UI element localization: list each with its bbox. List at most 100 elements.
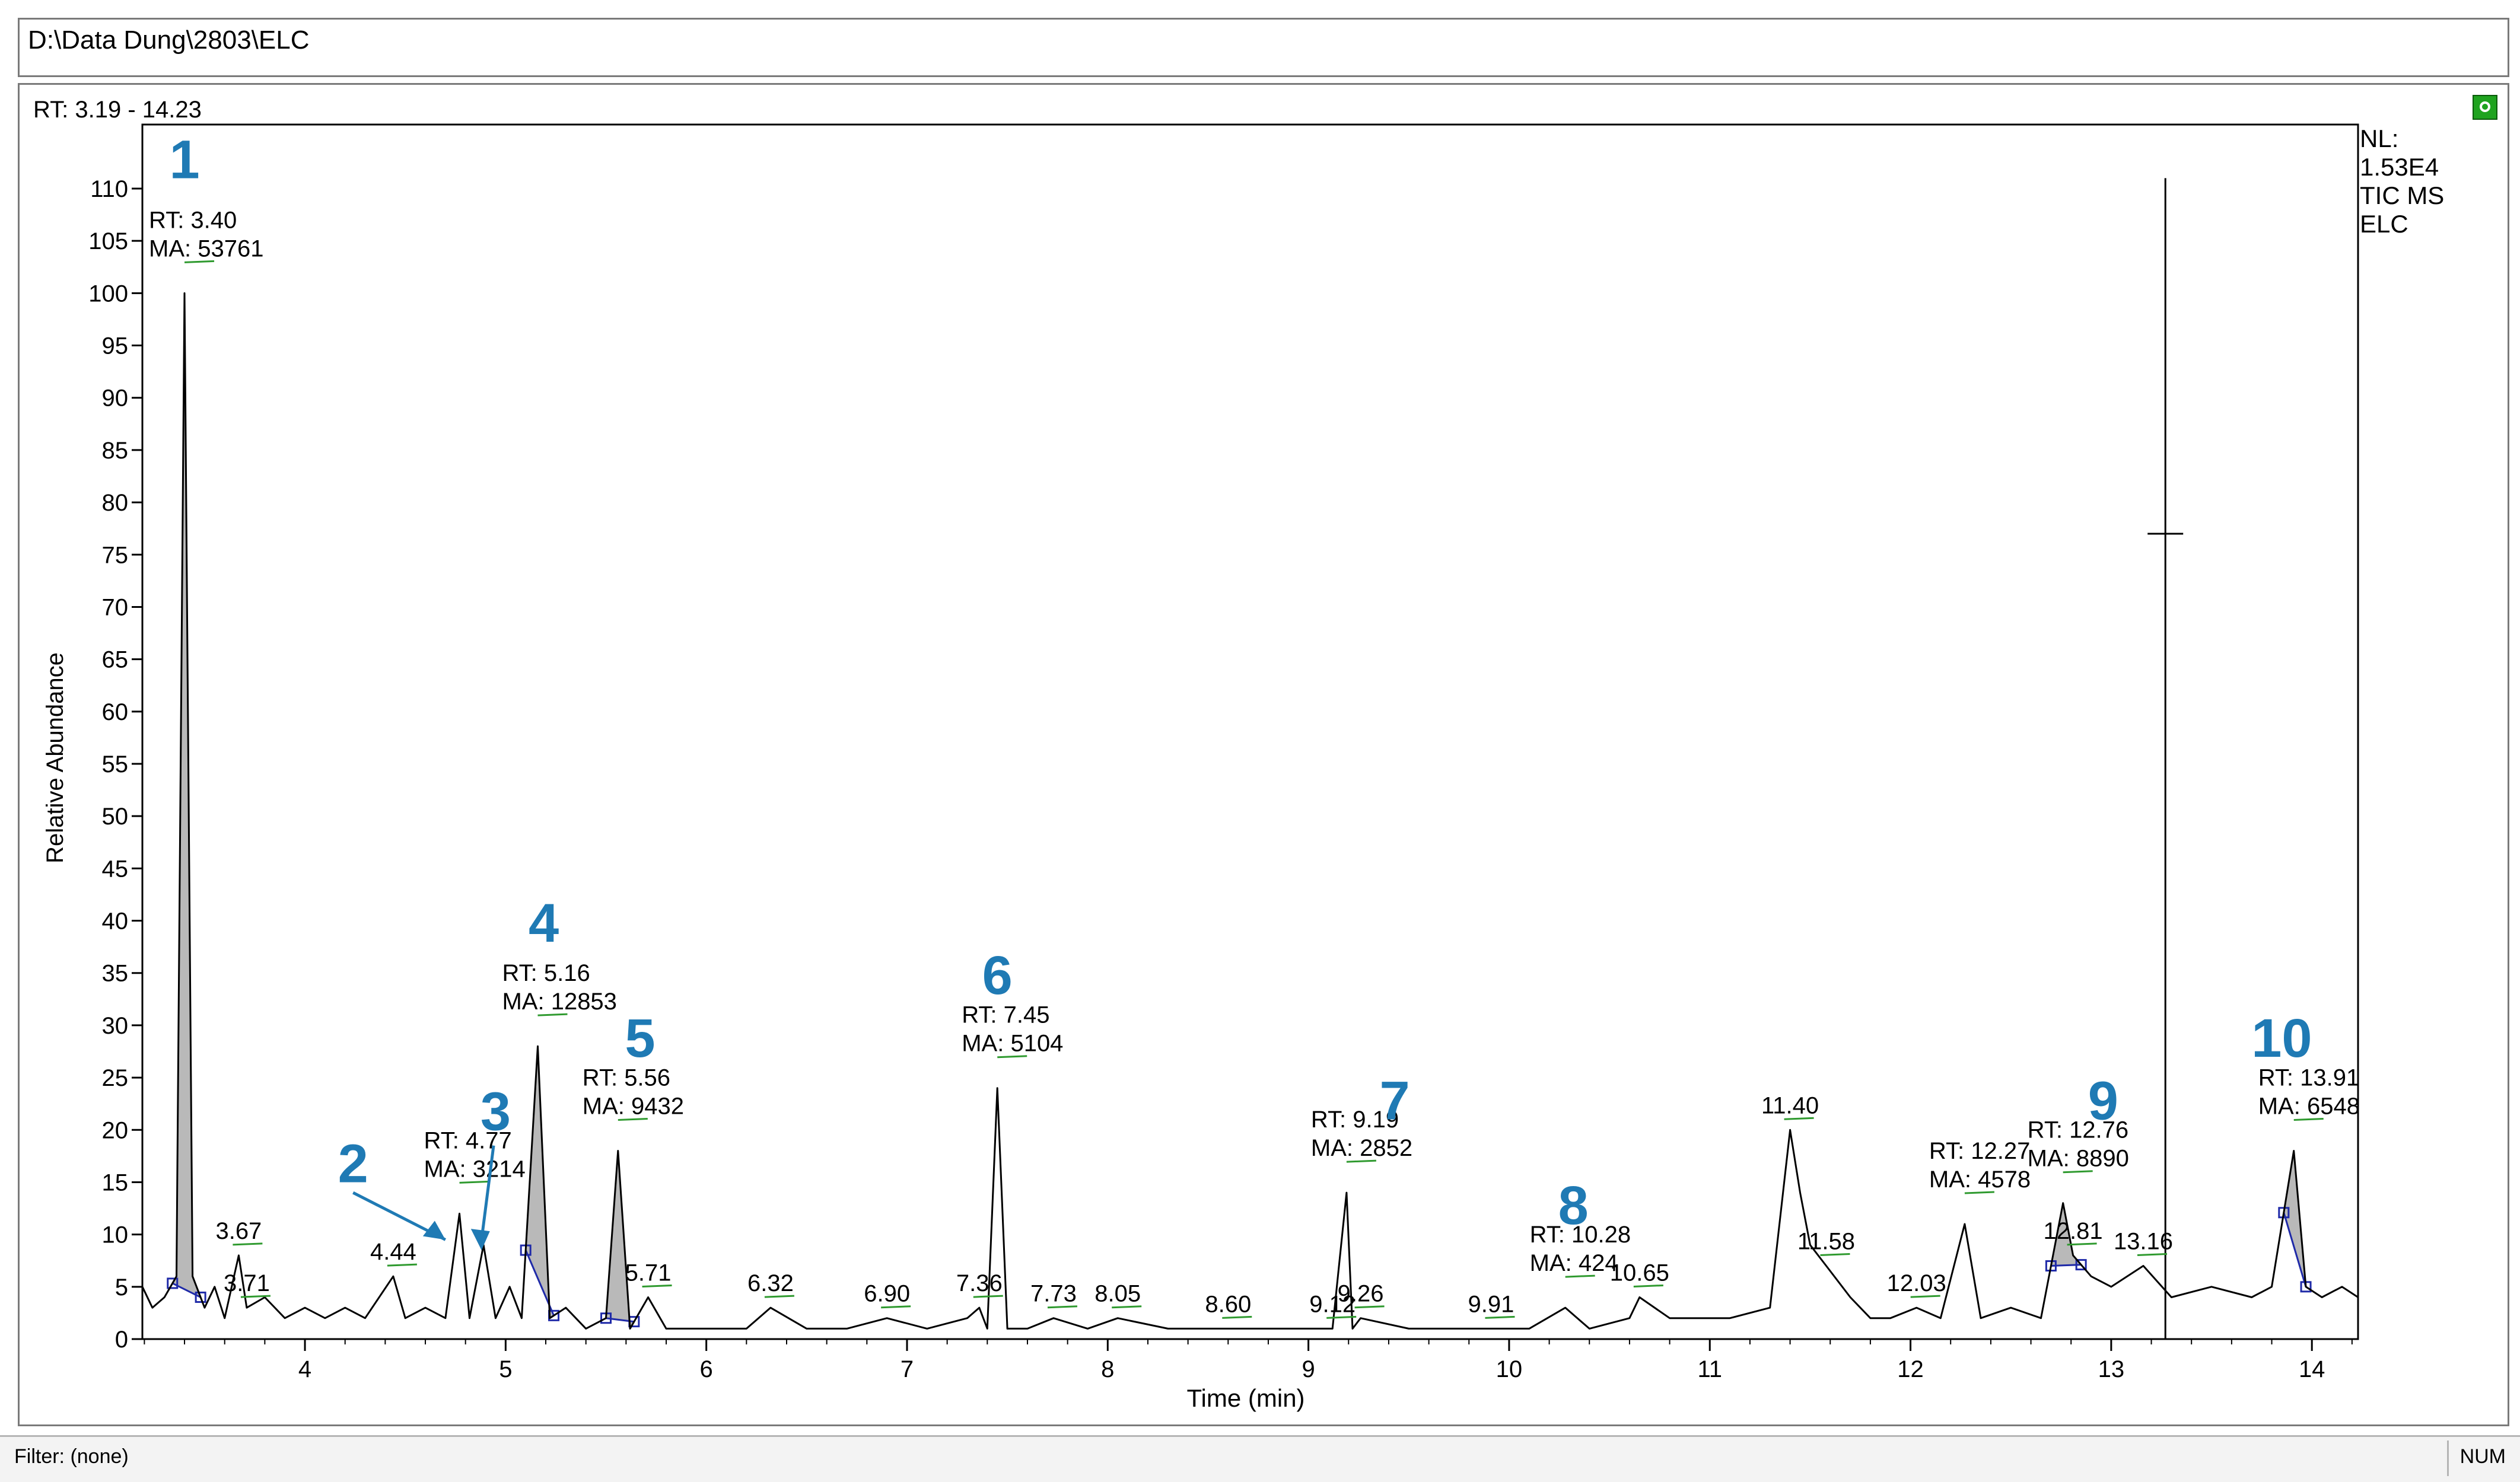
rt-label: RT: 7.45 <box>962 1002 1049 1028</box>
callout-arrow <box>480 1145 495 1240</box>
x-tick-label: 13 <box>2098 1356 2125 1382</box>
label-tick <box>1047 1305 1078 1309</box>
compound-callout-number: 3 <box>481 1081 511 1142</box>
label-tick <box>973 1295 1003 1298</box>
label-tick <box>2063 1170 2093 1174</box>
peak-label: 11.58 <box>1797 1229 1855 1255</box>
integrated-peak-area <box>172 293 201 1298</box>
ma-label: MA: 5104 <box>962 1031 1063 1057</box>
x-tick-label: 5 <box>499 1356 512 1382</box>
label-tick <box>1910 1295 1940 1298</box>
peak-label: 9.12 <box>1309 1291 1356 1317</box>
ma-label: MA: 3214 <box>424 1156 526 1182</box>
compound-callout-number: 2 <box>338 1133 368 1194</box>
peak-label: 3.67 <box>215 1218 262 1244</box>
info-line: NL: <box>2360 125 2398 152</box>
y-tick-label: 105 <box>88 228 128 254</box>
ma-label: MA: 4578 <box>1929 1167 2031 1193</box>
rt-label: RT: 5.16 <box>502 960 590 986</box>
peak-label: 9.26 <box>1338 1281 1384 1307</box>
compound-callout-number: 5 <box>625 1008 655 1069</box>
peak-baseline <box>2283 1212 2307 1287</box>
y-tick-label: 95 <box>102 333 129 359</box>
status-bar: Filter: (none) NUM <box>0 1435 2520 1482</box>
x-tick-label: 4 <box>298 1356 311 1382</box>
info-line: 1.53E4 <box>2360 153 2439 181</box>
chromatogram-panel[interactable] <box>18 83 2509 1426</box>
rt-label: RT: 9.19 <box>1311 1107 1399 1133</box>
peak-label: 6.32 <box>747 1270 794 1296</box>
file-path: D:\Data Dung\2803\ELC <box>28 26 310 55</box>
ma-label: MA: 9432 <box>583 1094 684 1120</box>
integrated-peak-area <box>2283 1150 2306 1287</box>
ma-label: MA: 424 <box>1530 1250 1618 1276</box>
rt-label: RT: 3.40 <box>149 207 237 233</box>
peak-label: 12.03 <box>1887 1270 1946 1296</box>
num-lock-indicator: NUM <box>2459 1445 2506 1468</box>
pin-icon[interactable] <box>2473 95 2497 120</box>
ma-label: MA: 12853 <box>502 989 616 1015</box>
label-tick <box>2067 1242 2097 1246</box>
rt-label: RT: 12.76 <box>2028 1117 2129 1143</box>
peak-label: 5.71 <box>625 1260 672 1286</box>
y-tick-label: 0 <box>115 1327 128 1353</box>
peak-label: 7.36 <box>956 1270 1003 1296</box>
label-tick <box>2293 1118 2324 1121</box>
x-axis-label: Time (min) <box>1186 1384 1304 1412</box>
label-tick <box>1485 1315 1515 1319</box>
x-tick-label: 8 <box>1101 1356 1114 1382</box>
peak-label: 12.81 <box>2044 1218 2103 1244</box>
y-tick-label: 40 <box>102 909 129 935</box>
label-tick <box>184 260 215 263</box>
label-tick <box>764 1295 794 1298</box>
status-separator <box>2447 1440 2449 1476</box>
x-tick-label: 6 <box>700 1356 713 1382</box>
y-tick-label: 20 <box>102 1117 129 1143</box>
arrow-head-icon <box>470 1229 490 1251</box>
y-tick-label: 15 <box>102 1169 129 1196</box>
label-tick <box>1784 1117 1814 1120</box>
y-tick-label: 60 <box>102 699 129 725</box>
label-tick <box>1222 1315 1252 1319</box>
compound-callout-number: 10 <box>2251 1008 2312 1069</box>
ma-label: MA: 2852 <box>1311 1135 1412 1161</box>
file-path-bar: D:\Data Dung\2803\ELC <box>18 18 2509 77</box>
label-tick <box>1565 1274 1595 1278</box>
label-tick <box>387 1263 417 1267</box>
integrated-peak-area <box>606 1150 634 1329</box>
y-tick-label: 65 <box>102 647 129 673</box>
peak-label: 4.44 <box>370 1239 416 1265</box>
compound-callout-number: 4 <box>529 893 559 954</box>
label-tick <box>1346 1159 1376 1163</box>
x-tick-label: 12 <box>1897 1356 1924 1382</box>
plot-frame <box>141 123 2359 1340</box>
label-tick <box>1354 1305 1385 1309</box>
label-tick <box>1633 1284 1663 1287</box>
peak-label: 10.65 <box>1610 1260 1669 1286</box>
arrow-head-icon <box>422 1220 446 1240</box>
peak-label: 13.16 <box>2114 1229 2173 1255</box>
y-tick-label: 50 <box>102 804 129 830</box>
label-tick <box>233 1242 263 1246</box>
x-tick-label: 9 <box>1302 1356 1315 1382</box>
y-tick-label: 35 <box>102 961 129 987</box>
label-tick <box>1112 1305 1142 1309</box>
y-tick-label: 5 <box>115 1274 128 1301</box>
ma-label: MA: 8890 <box>2028 1146 2129 1172</box>
info-line: TIC MS <box>2360 181 2444 209</box>
rt-range-label: RT: 3.19 - 14.23 <box>33 97 202 123</box>
ma-label: MA: 6548 <box>2258 1094 2360 1120</box>
y-tick-label: 30 <box>102 1013 129 1039</box>
y-tick-label: 90 <box>102 385 129 412</box>
y-tick-label: 80 <box>102 490 129 516</box>
compound-callout-number: 6 <box>982 945 1013 1006</box>
y-axis-label: Relative Abundance <box>42 652 68 863</box>
y-tick-label: 70 <box>102 594 129 620</box>
compound-callout-number: 8 <box>1558 1175 1589 1236</box>
x-tick-label: 14 <box>2299 1356 2325 1382</box>
y-tick-label: 110 <box>90 176 128 202</box>
rt-label: RT: 12.27 <box>1929 1138 2031 1164</box>
label-tick <box>997 1055 1027 1059</box>
